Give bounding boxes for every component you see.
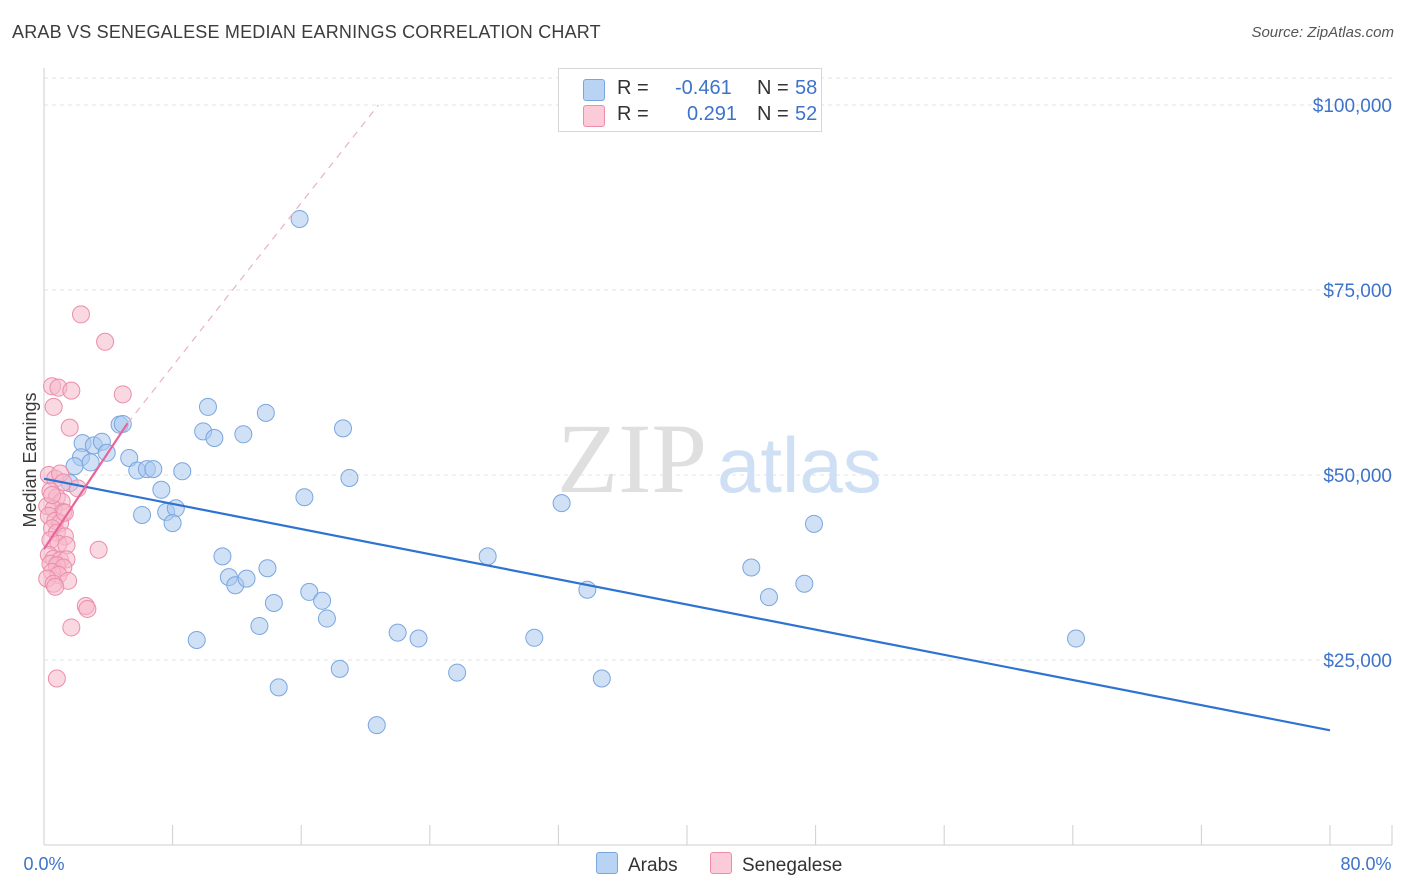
data-point-arabs xyxy=(742,558,761,577)
data-point-arabs xyxy=(133,505,152,524)
data-point-senegalese xyxy=(62,618,81,637)
data-point-arabs xyxy=(759,588,778,607)
y-tick-label: $25,000 xyxy=(1323,651,1392,672)
r-value: -0.461 xyxy=(675,77,732,99)
data-point-arabs xyxy=(258,559,277,578)
n-label: N = xyxy=(757,103,789,125)
arabs-swatch xyxy=(583,79,605,101)
data-point-arabs xyxy=(213,547,232,566)
senegalese-legend-label: Senegalese xyxy=(742,855,843,876)
senegalese-swatch xyxy=(583,105,605,127)
y-tick-label: $50,000 xyxy=(1323,466,1392,487)
correlation-legend: R = -0.461 N = 58 R = 0.291 N = 52 xyxy=(558,68,822,132)
n-value: 52 xyxy=(795,103,818,125)
data-point-senegalese xyxy=(46,577,65,596)
data-point-senegalese xyxy=(55,503,74,522)
data-point-arabs xyxy=(256,403,275,422)
data-point-arabs xyxy=(120,448,139,467)
data-point-arabs xyxy=(237,569,256,588)
y-axis-label: Median Earnings xyxy=(20,392,40,527)
chart-title: ARAB VS SENEGALESE MEDIAN EARNINGS CORRE… xyxy=(12,22,601,42)
axes: $25,000 $50,000 $75,000 $100,000 0.0% 80.0% xyxy=(23,68,1393,874)
data-point-arabs xyxy=(234,425,253,444)
source-credit: Source: ZipAtlas.com xyxy=(1251,24,1394,41)
data-point-arabs xyxy=(300,582,319,601)
trend-line-arabs xyxy=(43,477,1331,732)
n-label: N = xyxy=(757,77,789,99)
r-value: 0.291 xyxy=(687,103,738,125)
data-point-arabs xyxy=(804,514,823,533)
data-point-arabs xyxy=(478,547,497,566)
n-value: 58 xyxy=(795,77,818,99)
watermark-zip: ZIP xyxy=(557,403,707,514)
data-point-arabs xyxy=(290,209,309,228)
y-tick-label: $100,000 xyxy=(1313,96,1392,117)
data-point-arabs xyxy=(1067,629,1086,648)
data-point-arabs xyxy=(313,591,332,610)
series-senegalese xyxy=(38,305,132,688)
data-point-senegalese xyxy=(71,305,90,324)
data-point-arabs xyxy=(317,609,336,628)
trend-line-senegalese xyxy=(43,422,129,550)
data-point-senegalese xyxy=(47,669,66,688)
data-point-arabs xyxy=(163,514,182,533)
data-point-senegalese xyxy=(89,540,108,559)
data-point-arabs xyxy=(340,468,359,487)
data-point-arabs xyxy=(144,460,163,479)
data-point-arabs xyxy=(330,659,349,678)
x-tick-label-max: 80.0% xyxy=(1340,854,1391,874)
data-point-arabs xyxy=(187,631,206,650)
watermark: ZIP atlas xyxy=(557,403,882,514)
data-point-arabs xyxy=(333,419,352,438)
data-point-senegalese xyxy=(44,397,63,416)
data-point-arabs xyxy=(388,623,407,642)
data-point-arabs xyxy=(205,429,224,447)
data-point-arabs xyxy=(525,628,544,647)
data-point-senegalese xyxy=(96,332,115,351)
watermark-atlas: atlas xyxy=(717,421,882,509)
r-label: R = xyxy=(617,103,649,125)
legend-item-senegalese[interactable]: Senegalese xyxy=(710,852,842,877)
r-label: R = xyxy=(617,77,649,99)
data-point-senegalese xyxy=(43,485,62,504)
data-point-arabs xyxy=(592,669,611,688)
data-point-arabs xyxy=(552,494,571,513)
legend-item-arabs[interactable]: Arabs xyxy=(596,852,678,877)
data-point-arabs xyxy=(173,462,192,481)
trend-extension-senegalese xyxy=(127,104,379,424)
data-point-arabs xyxy=(250,616,269,635)
arabs-legend-label: Arabs xyxy=(628,855,678,876)
arabs-legend-swatch xyxy=(596,852,618,874)
data-point-arabs xyxy=(198,397,217,416)
data-point-senegalese xyxy=(78,599,97,618)
data-point-senegalese xyxy=(113,385,132,404)
data-point-arabs xyxy=(295,488,314,507)
y-tick-label: $75,000 xyxy=(1323,281,1392,302)
data-point-arabs xyxy=(264,594,283,613)
data-point-arabs xyxy=(269,678,288,697)
senegalese-legend-swatch xyxy=(710,852,732,874)
data-point-arabs xyxy=(409,629,428,648)
data-point-arabs xyxy=(152,480,171,499)
data-point-arabs xyxy=(795,574,814,593)
trend-lines xyxy=(43,104,1331,732)
data-point-arabs xyxy=(367,716,386,735)
data-point-arabs xyxy=(81,453,100,472)
x-tick-label-min: 0.0% xyxy=(23,854,64,874)
data-point-arabs xyxy=(448,663,467,682)
data-point-senegalese xyxy=(62,381,81,400)
data-point-senegalese xyxy=(60,418,79,437)
